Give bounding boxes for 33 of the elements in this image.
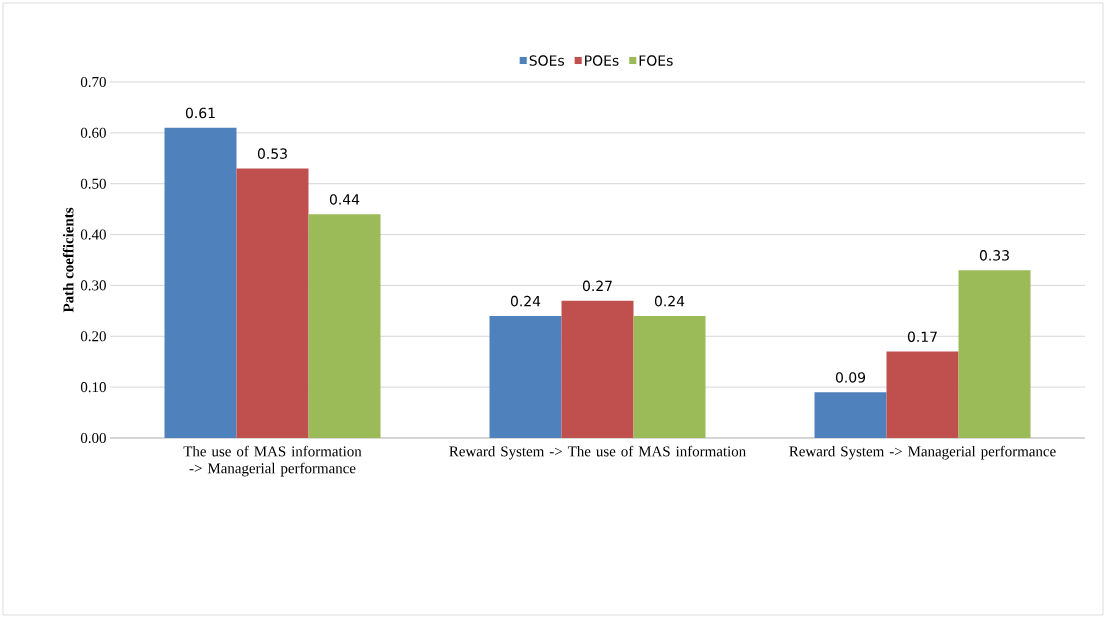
y-tick-label: 0.20 <box>80 331 106 342</box>
legend-label: FOEs <box>639 55 673 66</box>
y-tick-label: 0.00 <box>80 432 106 444</box>
y-tick-label: 0.50 <box>80 178 106 189</box>
data-label: 0.53 <box>257 148 287 159</box>
y-tick-label: 0.40 <box>80 229 106 240</box>
bar <box>236 168 309 438</box>
legend-label: SOEs <box>529 55 564 66</box>
data-label: 0.09 <box>835 372 866 383</box>
y-axis-title: Path coefficients <box>62 207 74 313</box>
bar <box>814 392 887 438</box>
bar <box>489 315 562 438</box>
y-tick-label: 0.60 <box>80 127 106 138</box>
data-label: 0.24 <box>654 295 685 307</box>
y-tick-label: 0.30 <box>80 280 106 291</box>
data-label: 0.17 <box>907 331 937 343</box>
bar <box>886 351 959 438</box>
bar <box>164 127 237 438</box>
bar <box>633 315 706 438</box>
x-tick-label: Reward System -> The use of MAS information <box>449 445 746 460</box>
data-label: 0.24 <box>510 295 541 307</box>
legend-label: POEs <box>585 55 619 66</box>
bar <box>958 270 1031 438</box>
bar <box>561 300 634 438</box>
data-label: 0.27 <box>582 280 612 292</box>
x-tick-label: Reward System -> Managerial performance <box>789 445 1056 460</box>
data-label: 0.33 <box>979 250 1009 261</box>
bar <box>308 214 381 438</box>
y-tick-label: 0.10 <box>80 382 106 393</box>
data-label: 0.44 <box>329 194 360 205</box>
data-label: 0.61 <box>185 107 215 119</box>
x-tick-label: The use of MAS information -> Managerial performance <box>183 445 362 477</box>
y-tick-label: 0.70 <box>80 76 106 88</box>
